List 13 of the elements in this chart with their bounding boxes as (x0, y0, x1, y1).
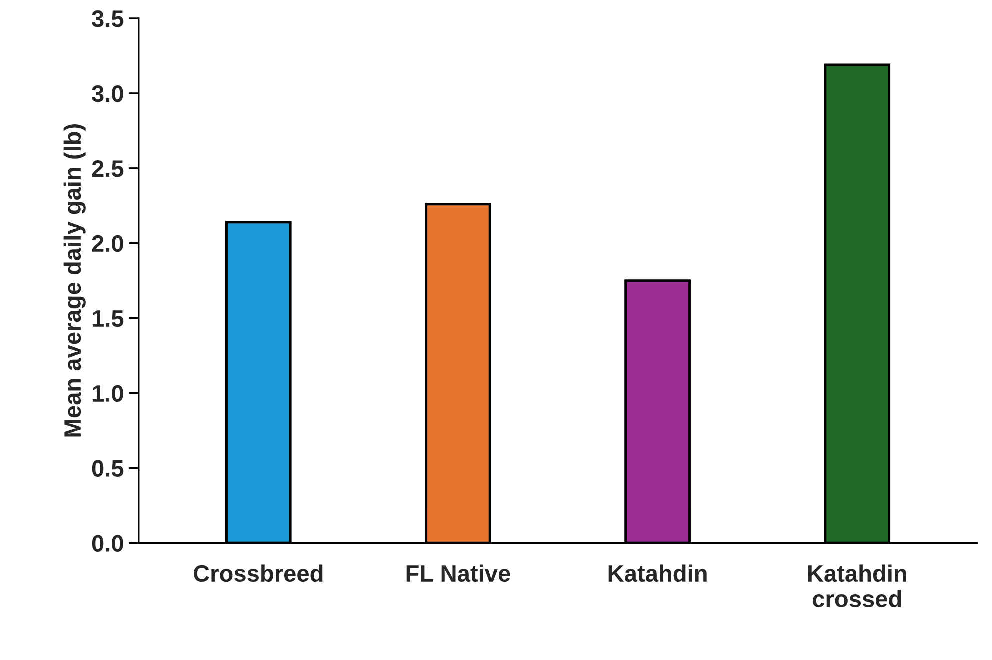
y-tick-label: 2.0 (92, 235, 124, 252)
y-tick-label: 2.5 (92, 160, 124, 178)
y-tick-label: 3.5 (92, 10, 124, 28)
y-tick-label: 3.0 (92, 86, 124, 102)
y-tick-label: 1.0 (92, 385, 124, 402)
x-tick-label: Katahdin crossed (808, 564, 906, 608)
y-tick-label: 0.5 (92, 460, 124, 478)
x-tick-label: FL Native (406, 564, 510, 582)
y-tick-label: 1.5 (92, 310, 124, 328)
x-tick-label: Crossbreed (194, 564, 323, 582)
x-tick-label: Katahdin (608, 564, 707, 582)
y-axis-title: Mean average daily gain (lb) (64, 124, 86, 437)
y-tick-label: 0.0 (92, 535, 124, 552)
